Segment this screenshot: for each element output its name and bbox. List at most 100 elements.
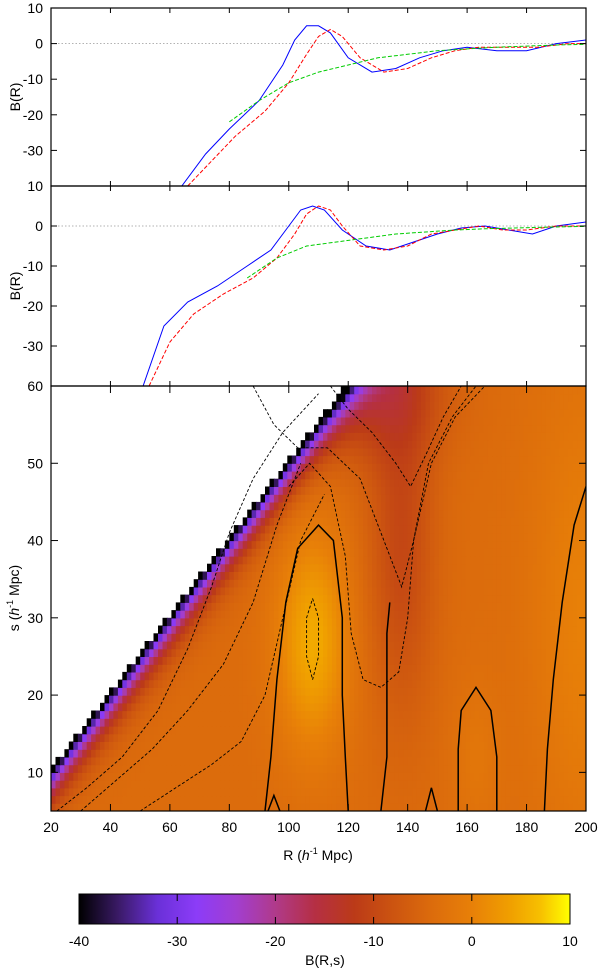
heatmap-cell [506,633,511,641]
heatmap-cell [510,409,515,417]
heatmap-cell [537,440,542,448]
heatmap-cell [96,734,101,742]
heatmap-cell [519,402,524,410]
heatmap-cell [555,703,560,711]
heatmap-cell [515,479,520,487]
heatmap-cell [515,533,520,541]
heatmap-cell [515,626,520,634]
heatmap-cell [287,602,292,610]
heatmap-cell [359,533,364,541]
heatmap-cell [149,749,154,757]
heatmap-cell [461,749,466,757]
heatmap-cell [457,641,462,649]
heatmap-cell [163,687,168,695]
heatmap-cell [368,626,373,634]
heatmap-cell [243,687,248,695]
heatmap-cell [185,664,190,672]
heatmap-cell [564,780,569,788]
heatmap-cell [528,417,533,425]
heatmap-cell [261,641,266,649]
heatmap-cell [568,579,573,587]
heatmap-cell [368,610,373,618]
heatmap-cell [528,765,533,773]
heatmap-cell [310,556,315,564]
heatmap-cell [390,409,395,417]
heatmap-cell [559,703,564,711]
heatmap-cell [439,803,444,811]
heatmap-cell [541,440,546,448]
heatmap-cell [113,765,118,773]
heatmap-cell [350,541,355,549]
heatmap-cell [475,409,480,417]
heatmap-cell [238,657,243,665]
heatmap-cell [568,796,573,804]
heatmap-cell [301,548,306,556]
heatmap-cell [564,394,569,402]
heatmap-cell [345,440,350,448]
heatmap-cell [568,471,573,479]
heatmap-cell [278,610,283,618]
heatmap-cell [564,417,569,425]
heatmap-cell [377,718,382,726]
heatmap-cell [220,742,225,750]
heatmap-cell [461,687,466,695]
heatmap-cell [363,687,368,695]
heatmap-cell [434,680,439,688]
heatmap-cell [372,649,377,657]
heatmap-cell [261,780,266,788]
heatmap-cell [323,664,328,672]
heatmap-cell [510,718,515,726]
heatmap-cell [412,440,417,448]
heatmap-cell [461,572,466,580]
heatmap-cell [167,687,172,695]
heatmap-cell [216,633,221,641]
heatmap-cell [439,749,444,757]
heatmap-cell [501,649,506,657]
heatmap-cell [131,664,136,672]
heatmap-cell [390,734,395,742]
heatmap-cell [105,718,110,726]
heatmap-cell [238,672,243,680]
heatmap-cell [310,587,315,595]
heatmap-cell [198,572,203,580]
heatmap-cell [73,757,78,765]
heatmap-cell [573,432,578,440]
heatmap-cell [528,687,533,695]
heatmap-cell [194,749,199,757]
heatmap-cell [528,672,533,680]
heatmap-cell [528,579,533,587]
heatmap-cell [82,772,87,780]
heatmap-cell [287,757,292,765]
heatmap-cell [314,471,319,479]
heatmap-cell [287,657,292,665]
heatmap-cell [533,641,538,649]
heatmap-cell [301,672,306,680]
heatmap-cell [341,494,346,502]
heatmap-cell [412,572,417,580]
heatmap-cell [443,687,448,695]
heatmap-cell [559,772,564,780]
heatmap-cell [377,425,382,433]
heatmap-cell [287,517,292,525]
heatmap-cell [541,479,546,487]
heatmap-cell [434,641,439,649]
heatmap-cell [377,641,382,649]
heatmap-cell [426,672,431,680]
heatmap-cell [506,487,511,495]
heatmap-cell [363,711,368,719]
heatmap-cell [555,456,560,464]
heatmap-cell [568,502,573,510]
heatmap-cell [278,525,283,533]
heatmap-cell [519,803,524,811]
heatmap-cell [212,664,217,672]
heatmap-cell [417,757,422,765]
heatmap-cell [564,602,569,610]
heatmap-cell [515,672,520,680]
heatmap-cell [537,803,542,811]
heatmap-cell [443,548,448,556]
heatmap-cell [417,765,422,773]
heatmap-cell [198,726,203,734]
heatmap-cell [212,657,217,665]
heatmap-cell [412,479,417,487]
heatmap-cell [136,726,141,734]
